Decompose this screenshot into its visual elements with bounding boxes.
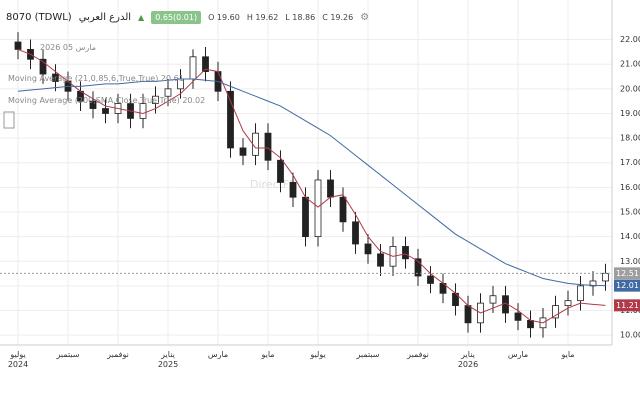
y-tick-label: 10.00: [620, 331, 640, 340]
candle-body: [489, 295, 497, 304]
candle-body: [227, 90, 234, 149]
candle-body: [14, 41, 22, 50]
candle-body: [39, 58, 47, 75]
tool-icon[interactable]: [3, 111, 15, 129]
y-tick-label: 14.00: [620, 232, 640, 241]
y-tick-label: 13.00: [620, 257, 640, 266]
header: 8070 (TDWL) الدرع العربي ▲ 0.65(0.01) O …: [6, 11, 369, 24]
candle-body: [464, 305, 472, 324]
candle-body: [377, 253, 384, 267]
y-tick-label: 19.00: [620, 109, 640, 118]
settings-icon[interactable]: ⚙: [360, 12, 370, 23]
y-tick-label: 16.00: [620, 183, 640, 192]
ohlc: C 19.26: [322, 13, 354, 22]
x-tick-label: نوفمبر: [107, 350, 129, 359]
legend-entry: Moving Average (21,0,85,6,True,True) 20.…: [8, 74, 184, 83]
candle-body: [314, 179, 322, 238]
x-tick-label: يناير 2026: [457, 350, 479, 369]
candle-body: [414, 258, 422, 277]
company: الدرع العربي: [78, 12, 132, 23]
candle-body: [152, 95, 159, 105]
candle-body: [239, 147, 247, 156]
y-tick-label: 18.00: [620, 134, 640, 143]
legend-value: 20.61: [160, 74, 184, 83]
y-tick-label: 20.00: [620, 84, 640, 93]
candle-body: [89, 100, 97, 109]
ohlc: L 18.86: [285, 13, 316, 22]
price-tag: [614, 299, 640, 312]
candle-body: [139, 103, 147, 119]
legend-entry: Moving Average (200,SMA,Close,True,True)…: [8, 96, 205, 105]
candle-body: [302, 196, 309, 238]
candle-body: [327, 179, 334, 198]
x-tick-label: يوليو 2024: [7, 350, 29, 369]
candle-body: [577, 285, 584, 302]
up-arrow: ▲: [138, 13, 145, 22]
y-tick-label: 17.00: [620, 158, 640, 167]
candle-body: [364, 243, 372, 255]
candle-body: [164, 88, 172, 97]
legend-name: Moving Average (200,SMA,Close,True,True): [8, 96, 180, 105]
candle-body: [602, 272, 609, 282]
x-tick-label: مارس: [507, 350, 529, 359]
price-tag: [614, 267, 640, 280]
change: 0.65(0.01): [151, 11, 202, 24]
candle-body: [514, 312, 522, 321]
y-tick-label: 15.00: [620, 207, 640, 216]
candle-body: [202, 56, 209, 72]
candle-body: [189, 56, 197, 80]
y-tick-label: 21.00: [620, 60, 640, 69]
legend-value: 20.02: [182, 96, 206, 105]
ohlc: H 19.62: [246, 13, 279, 22]
y-tick-label: 22.00: [620, 35, 640, 44]
candle-body: [352, 221, 359, 245]
legend-name: Moving Average (21,0,85,6,True,True): [8, 74, 159, 83]
price-tag: [614, 279, 640, 292]
price-tag-label: 11.21: [616, 301, 639, 310]
price-tag-label: 12.51: [616, 269, 639, 278]
candle-body: [264, 132, 272, 161]
watermark: DirectFN: [250, 178, 298, 191]
x-tick-label: يوليو: [310, 350, 326, 359]
candle-body: [427, 275, 434, 284]
candle-body: [527, 319, 534, 329]
candle-body: [339, 196, 347, 223]
x-tick-label: مارس: [207, 350, 229, 359]
ohlc: O 19.60: [208, 13, 240, 22]
x-tick-label: مايو: [561, 350, 575, 359]
candle-body: [289, 182, 297, 198]
price-tag-label: 12.01: [616, 281, 639, 290]
candle-body: [52, 73, 59, 82]
x-tick-label: نوفمبر: [407, 350, 429, 359]
date: مارس 05 2026: [40, 43, 96, 52]
moving-average: [17, 78, 606, 287]
candle-body: [564, 300, 572, 306]
candle-body: [402, 246, 409, 260]
candle-body: [277, 159, 284, 183]
candle-body: [552, 305, 559, 319]
grid: [0, 0, 612, 345]
candle-body: [102, 108, 109, 114]
x-tick-label: سبتمبر: [56, 350, 80, 359]
x-tick-label: سبتمبر: [356, 350, 380, 359]
x-tick-label: يناير 2025: [157, 350, 179, 369]
symbol: 8070 (TDWL): [6, 12, 72, 23]
moving-average: [17, 48, 606, 324]
x-tick-label: مايو: [261, 350, 275, 359]
